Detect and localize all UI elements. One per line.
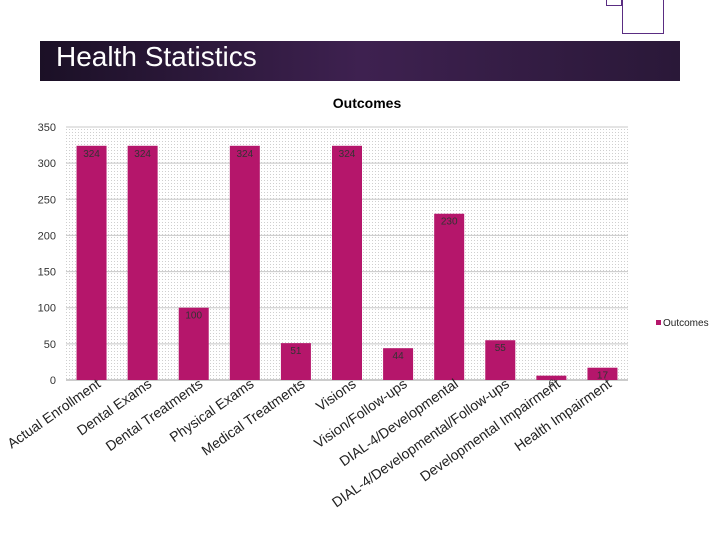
bar xyxy=(229,145,260,380)
title-banner: Health Statistics xyxy=(40,41,680,81)
data-label: 230 xyxy=(441,217,458,228)
y-tick-label: 100 xyxy=(38,303,56,315)
bar xyxy=(485,340,516,380)
bar xyxy=(587,367,618,380)
y-tick-label: 0 xyxy=(50,375,56,387)
decorative-square-outline-large xyxy=(622,0,664,34)
x-tick-label: Health Impairment xyxy=(511,375,614,454)
bar xyxy=(76,145,107,380)
y-tick-label: 150 xyxy=(38,267,56,279)
data-label: 100 xyxy=(185,311,202,322)
legend-swatch xyxy=(656,320,661,325)
data-label: 324 xyxy=(83,149,100,160)
data-label: 324 xyxy=(236,149,253,160)
y-tick-label: 200 xyxy=(38,230,56,242)
data-label: 55 xyxy=(495,343,507,354)
y-tick-label: 300 xyxy=(38,158,56,170)
data-label: 324 xyxy=(339,149,356,160)
y-tick-label: 50 xyxy=(44,339,56,351)
data-label: 44 xyxy=(393,351,405,362)
bar xyxy=(434,213,465,380)
chart-title: Outcomes xyxy=(333,95,402,111)
data-label: 17 xyxy=(597,371,609,382)
bar xyxy=(383,348,414,380)
bar xyxy=(178,307,209,380)
y-tick-label: 350 xyxy=(38,122,56,134)
slide-title: Health Statistics xyxy=(56,41,257,72)
y-tick-label: 250 xyxy=(38,194,56,206)
data-label: 6 xyxy=(549,379,555,390)
bar xyxy=(536,375,567,380)
data-label: 51 xyxy=(290,346,302,357)
decorative-square-outline xyxy=(606,0,622,6)
bar xyxy=(280,343,311,380)
data-label: 324 xyxy=(134,149,151,160)
bar xyxy=(127,145,158,380)
legend-label: Outcomes xyxy=(663,318,709,329)
bar xyxy=(332,145,362,380)
